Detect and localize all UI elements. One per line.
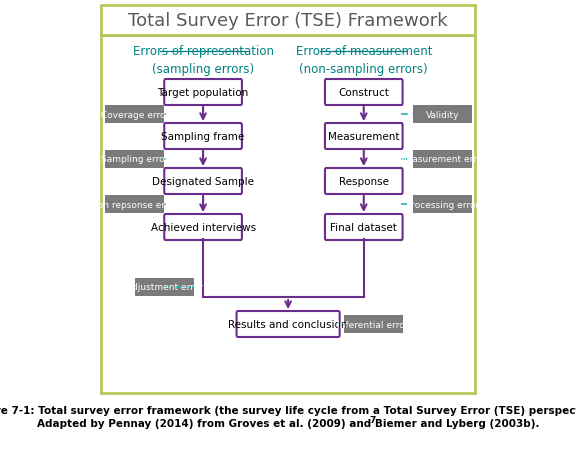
FancyBboxPatch shape — [164, 80, 242, 106]
Text: Designated Sample: Designated Sample — [152, 177, 254, 187]
Text: Target population: Target population — [157, 88, 249, 98]
Text: Processing error: Processing error — [406, 200, 479, 209]
Text: Adjustment error: Adjustment error — [126, 283, 203, 292]
FancyBboxPatch shape — [325, 169, 403, 195]
FancyBboxPatch shape — [325, 80, 403, 106]
Text: Figure 7-1: Total survey error framework (the survey life cycle from a Total Sur: Figure 7-1: Total survey error framework… — [0, 405, 576, 415]
Bar — [344, 315, 403, 333]
Text: Measurement error: Measurement error — [399, 155, 486, 164]
Text: Errors of representation
(sampling errors): Errors of representation (sampling error… — [132, 45, 274, 76]
Bar — [101, 36, 475, 393]
Text: Achieved interviews: Achieved interviews — [150, 222, 256, 233]
Text: Results and conclusion: Results and conclusion — [228, 319, 348, 329]
FancyBboxPatch shape — [164, 214, 242, 241]
Text: Inferential error: Inferential error — [338, 320, 409, 329]
Text: Adapted by Pennay (2014) from Groves et al. (2009) and Biemer and Lyberg (2003b): Adapted by Pennay (2014) from Groves et … — [37, 418, 539, 428]
Text: Sampling error: Sampling error — [101, 155, 168, 164]
Text: Errors of measurement
(non-sampling errors): Errors of measurement (non-sampling erro… — [295, 45, 432, 76]
Bar — [135, 278, 194, 296]
Bar — [105, 106, 164, 124]
Bar — [105, 196, 164, 213]
Text: Validity: Validity — [426, 110, 460, 119]
Text: Coverage error: Coverage error — [101, 110, 169, 119]
FancyBboxPatch shape — [164, 124, 242, 150]
Text: Measurement: Measurement — [328, 131, 400, 142]
FancyBboxPatch shape — [164, 169, 242, 195]
Text: Sampling frame: Sampling frame — [161, 131, 245, 142]
Text: Response: Response — [339, 177, 389, 187]
Bar — [105, 150, 164, 168]
Text: Construct: Construct — [338, 88, 389, 98]
Text: Final dataset: Final dataset — [330, 222, 397, 233]
Text: Non repsonse error: Non repsonse error — [92, 200, 178, 209]
Text: Total Survey Error (TSE) Framework: Total Survey Error (TSE) Framework — [128, 12, 448, 30]
FancyBboxPatch shape — [325, 124, 403, 150]
Bar — [101, 6, 475, 36]
Bar — [414, 150, 472, 168]
Text: 7: 7 — [370, 415, 376, 425]
Bar — [414, 196, 472, 213]
FancyBboxPatch shape — [237, 311, 340, 337]
FancyBboxPatch shape — [325, 214, 403, 241]
Bar — [414, 106, 472, 124]
